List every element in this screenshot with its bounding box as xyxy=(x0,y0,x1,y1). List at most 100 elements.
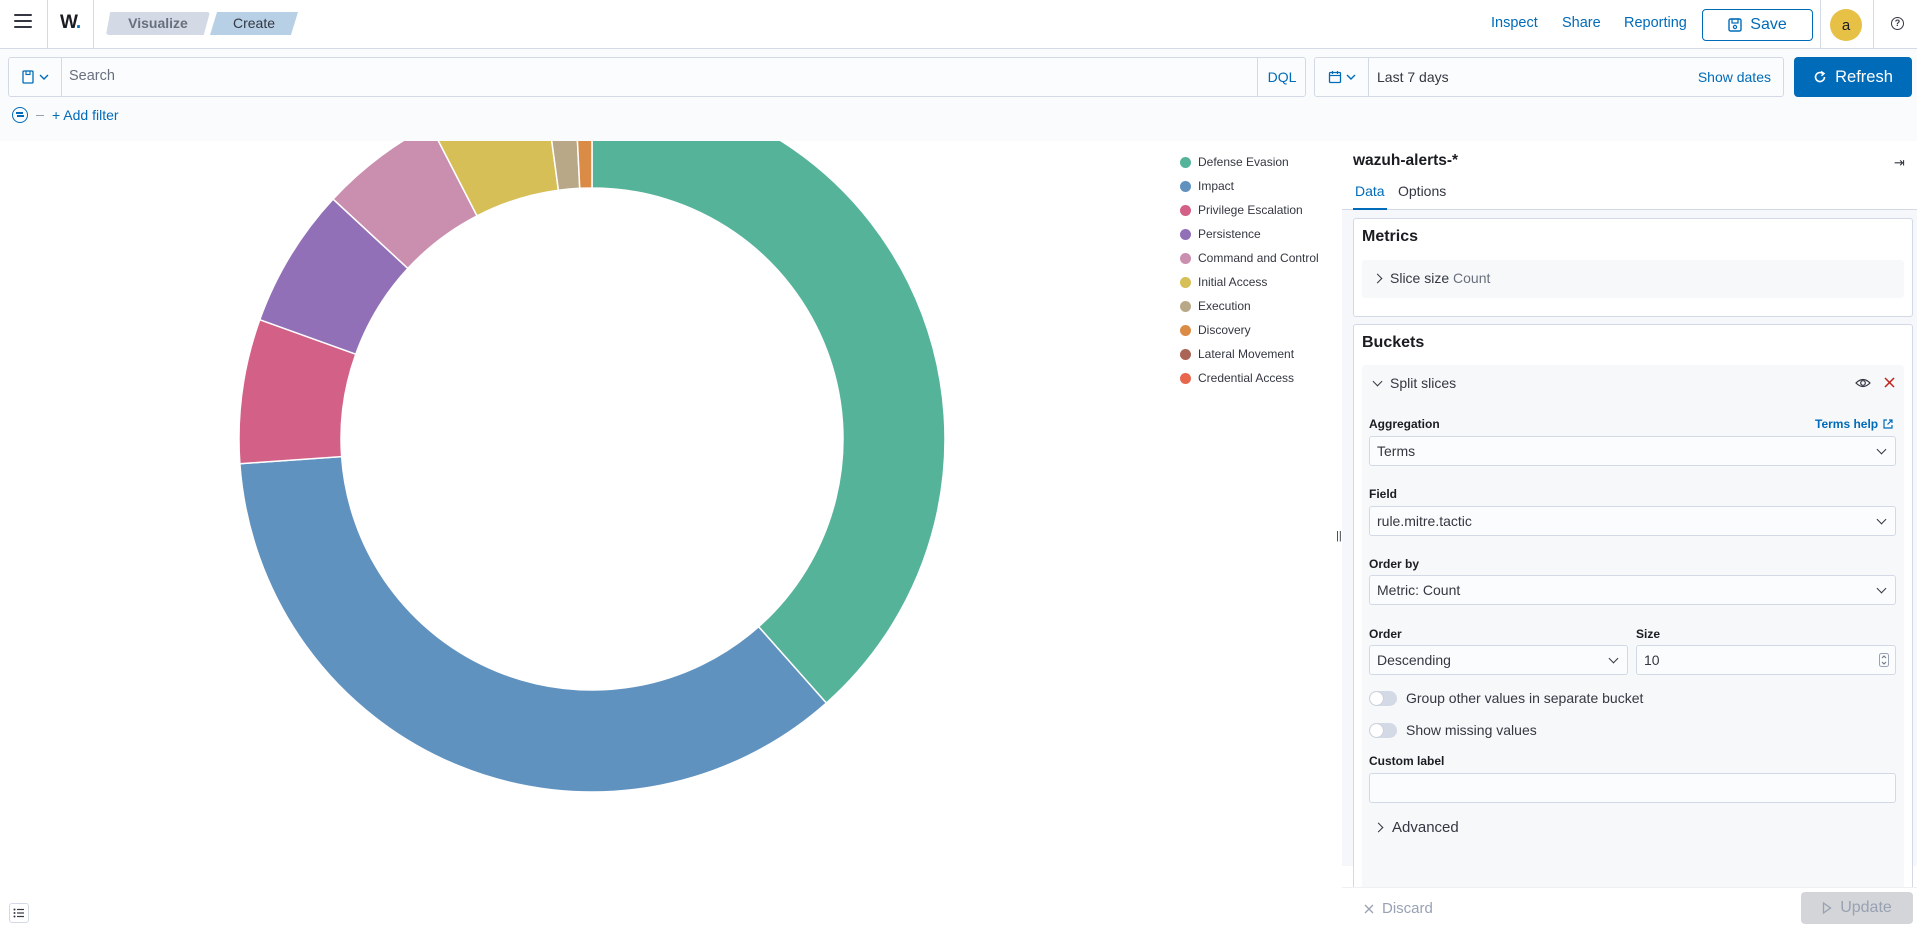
slice-size-label: Slice size Count xyxy=(1390,270,1491,286)
aggregation-select[interactable]: Terms xyxy=(1369,436,1896,466)
save-icon xyxy=(1728,18,1742,32)
size-value: 10 xyxy=(1644,652,1660,668)
user-avatar[interactable]: a xyxy=(1830,9,1862,41)
split-slices-label[interactable]: Split slices xyxy=(1390,375,1457,391)
aggregation-value: Terms xyxy=(1377,443,1416,459)
terms-help-link[interactable]: Terms help xyxy=(1815,417,1893,431)
filter-row: + Add filter xyxy=(12,105,119,125)
custom-label-label: Custom label xyxy=(1369,754,1445,768)
add-filter-button[interactable]: + Add filter xyxy=(52,107,119,123)
size-label: Size xyxy=(1636,627,1661,641)
chevron-down-icon xyxy=(1876,514,1887,525)
pie-slice-impact[interactable] xyxy=(239,455,828,793)
header-divider xyxy=(1873,0,1874,49)
reporting-link[interactable]: Reporting xyxy=(1624,15,1687,31)
legend-item-privilege-escalation[interactable]: Privilege Escalation xyxy=(1180,198,1319,222)
search-input[interactable] xyxy=(69,68,1069,84)
breadcrumb-visualize[interactable]: Visualize xyxy=(106,12,210,35)
search-box: DQL xyxy=(8,57,1306,97)
legend-item-defense-evasion[interactable]: Defense Evasion xyxy=(1180,150,1319,174)
order-by-value: Metric: Count xyxy=(1377,582,1461,598)
legend-item-credential-access[interactable]: Credential Access xyxy=(1180,366,1319,390)
stepper-icon[interactable] xyxy=(1879,653,1889,667)
help-icon[interactable]: ? xyxy=(1891,17,1904,30)
legend-item-initial-access[interactable]: Initial Access xyxy=(1180,270,1319,294)
pie-slice-discovery[interactable] xyxy=(575,141,593,190)
legend-swatch xyxy=(1180,348,1191,360)
quick-menu-button[interactable] xyxy=(1315,58,1369,96)
filter-menu-icon[interactable] xyxy=(12,107,28,123)
refresh-icon xyxy=(1814,70,1826,83)
tab-options[interactable]: Options xyxy=(1398,183,1447,199)
split-slices-section: Split slices Aggregation Terms help Term… xyxy=(1362,365,1904,905)
tab-data[interactable]: Data xyxy=(1353,180,1387,210)
menu-icon[interactable] xyxy=(14,14,32,32)
show-dates-link[interactable]: Show dates xyxy=(1697,69,1771,85)
index-pattern-title: wazuh-alerts-* xyxy=(1353,152,1459,169)
discard-label: Discard xyxy=(1382,900,1433,917)
order-by-label: Order by xyxy=(1369,557,1420,571)
discard-button[interactable]: Discard xyxy=(1364,900,1433,917)
update-button[interactable]: Update xyxy=(1801,892,1913,924)
legend-item-execution[interactable]: Execution xyxy=(1180,294,1319,318)
field-select[interactable]: rule.mitre.tactic xyxy=(1369,506,1896,536)
chevron-down-icon xyxy=(1608,653,1619,664)
chevron-down-icon xyxy=(1876,583,1887,594)
legend-item-lateral-movement[interactable]: Lateral Movement xyxy=(1180,342,1319,366)
eye-icon[interactable] xyxy=(1855,377,1871,389)
legend-item-command-and-control[interactable]: Command and Control xyxy=(1180,246,1319,270)
refresh-button[interactable]: Refresh xyxy=(1794,57,1912,97)
save-button[interactable]: Save xyxy=(1702,9,1813,41)
app-logo[interactable]: W. xyxy=(60,12,81,33)
show-missing-toggle[interactable] xyxy=(1369,722,1397,738)
date-picker: Last 7 days Show dates xyxy=(1314,57,1784,97)
order-select[interactable]: Descending xyxy=(1369,645,1628,675)
chart-legend: Defense Evasion Impact Privilege Escalatio… xyxy=(1180,150,1319,390)
chevron-down-icon[interactable] xyxy=(1372,376,1383,387)
inspect-link[interactable]: Inspect xyxy=(1491,15,1538,31)
remove-icon[interactable] xyxy=(1884,377,1895,388)
size-input[interactable]: 10 xyxy=(1636,645,1896,675)
query-bar: DQL Last 7 days Show dates Refresh + Add… xyxy=(0,49,1917,141)
group-other-toggle[interactable] xyxy=(1369,690,1397,706)
sidebar-tabs: Data Options xyxy=(1342,180,1917,210)
update-label: Update xyxy=(1840,899,1892,916)
metrics-title: Metrics xyxy=(1362,228,1419,245)
order-by-select[interactable]: Metric: Count xyxy=(1369,575,1896,605)
metrics-panel: Metrics Slice size Count xyxy=(1353,218,1913,317)
show-missing-label: Show missing values xyxy=(1406,722,1537,738)
legend-item-impact[interactable]: Impact xyxy=(1180,174,1319,198)
editor-footer: Discard Update xyxy=(1342,887,1917,933)
chevron-down-icon xyxy=(1346,74,1355,80)
field-value: rule.mitre.tactic xyxy=(1377,513,1472,529)
slice-size-row[interactable]: Slice size Count xyxy=(1362,260,1904,298)
custom-label-input[interactable] xyxy=(1369,773,1896,803)
legend-item-discovery[interactable]: Discovery xyxy=(1180,318,1319,342)
share-link[interactable]: Share xyxy=(1562,15,1601,31)
legend-label: Discovery xyxy=(1198,323,1251,337)
date-range-value[interactable]: Last 7 days xyxy=(1377,69,1449,85)
saved-query-button[interactable] xyxy=(9,58,62,96)
collapse-sidebar-icon[interactable]: ⇥ xyxy=(1894,155,1905,170)
legend-toggle-icon[interactable] xyxy=(9,903,29,923)
legend-swatch xyxy=(1180,324,1191,336)
legend-swatch xyxy=(1180,372,1191,384)
group-other-row: Group other values in separate bucket xyxy=(1369,690,1643,706)
panel-resize-handle[interactable]: || xyxy=(1336,530,1342,542)
legend-swatch xyxy=(1180,276,1191,288)
header-divider xyxy=(1820,0,1821,49)
visualization-area: Defense Evasion Impact Privilege Escalatio… xyxy=(0,141,1333,933)
header-divider xyxy=(47,0,48,49)
legend-item-persistence[interactable]: Persistence xyxy=(1180,222,1319,246)
chevron-down-icon xyxy=(1876,444,1887,455)
filter-divider xyxy=(36,114,44,116)
pie-slice-initial-access[interactable] xyxy=(430,141,560,217)
legend-swatch xyxy=(1180,204,1191,216)
advanced-toggle[interactable]: Advanced xyxy=(1369,819,1459,836)
pie-slice-defense-evasion[interactable] xyxy=(591,141,946,705)
saved-query-icon xyxy=(22,70,34,84)
chevron-down-icon xyxy=(39,74,49,80)
query-language-button[interactable]: DQL xyxy=(1257,58,1306,96)
buckets-panel: Buckets Split slices Aggregation Terms h… xyxy=(1353,324,1913,924)
show-missing-row: Show missing values xyxy=(1369,722,1537,738)
